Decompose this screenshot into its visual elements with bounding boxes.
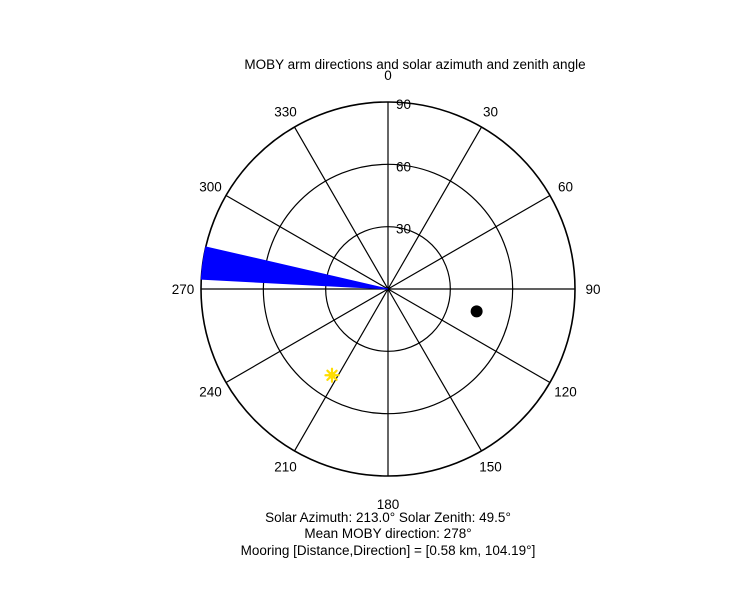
spoke-330 — [293, 126, 389, 290]
footer-line-2: Mean MOBY direction: 278° — [304, 526, 471, 541]
sun-marker — [324, 367, 340, 383]
angle-tick-label: 120 — [554, 385, 577, 400]
spoke-210 — [293, 288, 389, 452]
ring-60 — [262, 163, 514, 415]
angle-tick-label: 330 — [274, 104, 297, 119]
spoke-150 — [387, 288, 483, 452]
angle-tick-label: 30 — [483, 104, 498, 119]
ring-30 — [325, 226, 451, 352]
angle-tick-label: 210 — [274, 460, 297, 475]
angle-tick-label: 240 — [199, 385, 222, 400]
footer-line-3: Mooring [Distance,Direction] = [0.58 km,… — [241, 543, 536, 558]
spoke-120 — [387, 288, 551, 384]
angle-tick-label: 150 — [479, 460, 502, 475]
angle-tick-label: 270 — [172, 282, 195, 297]
angle-tick-label: 60 — [558, 180, 573, 195]
spoke-300 — [225, 194, 389, 290]
polar-grid — [200, 101, 576, 477]
sun-core — [328, 371, 336, 379]
spoke-30 — [387, 126, 483, 290]
footer-line-1: Solar Azimuth: 213.0° Solar Zenith: 49.5… — [265, 510, 511, 525]
radial-tick-label: 60 — [396, 159, 411, 174]
moby-arm-wedge — [200, 246, 389, 290]
mooring-marker — [470, 305, 483, 318]
chart-title: MOBY arm directions and solar azimuth an… — [244, 57, 585, 72]
radial-tick-label: 90 — [396, 97, 411, 112]
radial-tick-label: 30 — [396, 222, 411, 237]
angle-tick-label: 0 — [384, 68, 392, 83]
spoke-60 — [387, 194, 551, 290]
angle-tick-label: 90 — [585, 282, 600, 297]
tick-labels: 0 30 60 90 120 150 180 210 240 270 300 330 30 60 90 — [172, 68, 601, 512]
angle-tick-label: 180 — [377, 497, 400, 512]
chart-marks — [200, 246, 483, 383]
ring-90 — [200, 101, 576, 477]
angle-tick-label: 300 — [199, 180, 222, 195]
spoke-240 — [225, 288, 389, 384]
